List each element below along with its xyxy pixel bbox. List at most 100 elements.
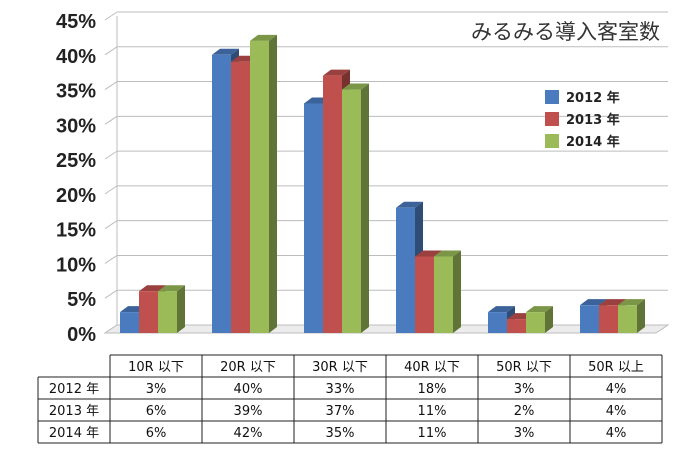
bar-front (599, 305, 618, 333)
y-tick-label: 15% (56, 220, 96, 242)
legend-label: 2014 年 (566, 134, 620, 150)
legend-swatch (545, 112, 559, 126)
bar-top (250, 34, 277, 41)
bar-top (434, 250, 461, 257)
bar-side (637, 299, 645, 333)
table-cell: 11% (418, 404, 447, 419)
y-tick-label: 45% (56, 11, 96, 33)
gridline-diag (104, 255, 118, 264)
bar-front (507, 319, 526, 333)
bar-front (158, 291, 177, 333)
table-cell: 4% (606, 382, 627, 397)
y-tick-label: 5% (67, 289, 96, 311)
table-cell: 33% (326, 382, 355, 397)
bar-front (120, 312, 139, 333)
bar-front (323, 75, 342, 334)
y-tick-label: 40% (56, 46, 96, 68)
y-tick-label: 30% (56, 115, 96, 137)
bar-side (545, 306, 553, 333)
gridline-diag (104, 46, 118, 56)
table-row-label: 2014 年 (49, 426, 99, 441)
bar (618, 299, 645, 333)
y-tick-label: 10% (56, 254, 96, 276)
bar-top (396, 201, 423, 208)
bar (434, 250, 461, 333)
bar (342, 83, 369, 333)
bar-side (453, 250, 461, 333)
table-header-cell: 50R 以上 (588, 360, 644, 375)
y-tick-label: 0% (67, 324, 96, 346)
bar (158, 285, 185, 333)
bar-front (618, 305, 637, 333)
table-header-cell: 10R 以下 (128, 360, 184, 375)
table-row-label: 2012 年 (49, 382, 99, 397)
table-header-cell: 40R 以下 (404, 360, 460, 375)
table-header-cell: 20R 以下 (220, 360, 276, 375)
bar-top (488, 306, 515, 313)
gridline-diag (104, 11, 118, 21)
y-tick-label: 25% (56, 150, 96, 172)
bar-top (618, 299, 645, 306)
bar-top (158, 285, 185, 292)
bar-top (415, 250, 442, 257)
bar-side (177, 285, 185, 333)
gridlines (103, 11, 670, 334)
legend-swatch (545, 90, 559, 104)
gridline-diag (104, 115, 118, 125)
gridline-diag (104, 220, 118, 230)
bar-front (250, 40, 269, 333)
bar-front (231, 61, 250, 333)
bars (120, 34, 645, 334)
table-header-cell: 50R 以下 (496, 360, 552, 375)
data-table: 10R 以下 20R 以下 30R 以下 40R 以下 50R 以下 50R 以上 2012… (37, 354, 663, 444)
table-cell: 18% (418, 382, 447, 397)
bar-front (342, 89, 361, 333)
table-cell: 3% (514, 382, 535, 397)
bar-front (415, 256, 434, 333)
y-tick-label: 35% (56, 81, 96, 103)
table-cell: 42% (234, 426, 263, 441)
table-header-cell: 30R 以下 (312, 360, 368, 375)
gridline-diag (104, 289, 118, 299)
bar (526, 306, 553, 333)
table-cell: 4% (606, 404, 627, 419)
table-cell: 37% (326, 404, 355, 419)
bar-front (580, 305, 599, 333)
bar-side (269, 34, 277, 333)
legend-label: 2013 年 (566, 112, 620, 128)
bar (488, 306, 515, 333)
bar-top (323, 69, 350, 76)
bar-top (599, 299, 626, 306)
y-tick-label: 20% (56, 185, 96, 207)
bar-front (139, 291, 158, 333)
bar (250, 34, 277, 333)
table-cell: 4% (606, 426, 627, 441)
bar-top (342, 83, 369, 90)
bar-front (304, 103, 323, 333)
bar-front (434, 256, 453, 333)
table-cell: 6% (146, 404, 167, 419)
table-cell: 11% (418, 426, 447, 441)
table-row-label: 2013 年 (49, 404, 99, 419)
y-axis-ticks: 0% 5% 10% 15% 20% 25% 30% 35% 40% 45% (56, 11, 96, 346)
table-cell: 3% (514, 426, 535, 441)
bar-side (361, 83, 369, 333)
bar-top (580, 299, 607, 306)
legend: 2012 年 2013 年 2014 年 (545, 90, 620, 150)
gridline-diag (104, 150, 118, 160)
bar-front (212, 54, 231, 334)
table-cell: 39% (234, 404, 263, 419)
table-cell: 40% (234, 382, 263, 397)
bar-top (212, 48, 239, 55)
legend-label: 2012 年 (566, 90, 620, 106)
bar-front (526, 312, 545, 333)
table-cell: 35% (326, 426, 355, 441)
gridline-diag (104, 185, 118, 195)
bar-top (526, 306, 553, 313)
table-cell: 2% (514, 404, 535, 419)
bar-front (488, 312, 507, 333)
chart-title: みるみる導入客室数 (471, 20, 660, 44)
legend-swatch (545, 134, 559, 148)
bar-top (139, 285, 166, 292)
